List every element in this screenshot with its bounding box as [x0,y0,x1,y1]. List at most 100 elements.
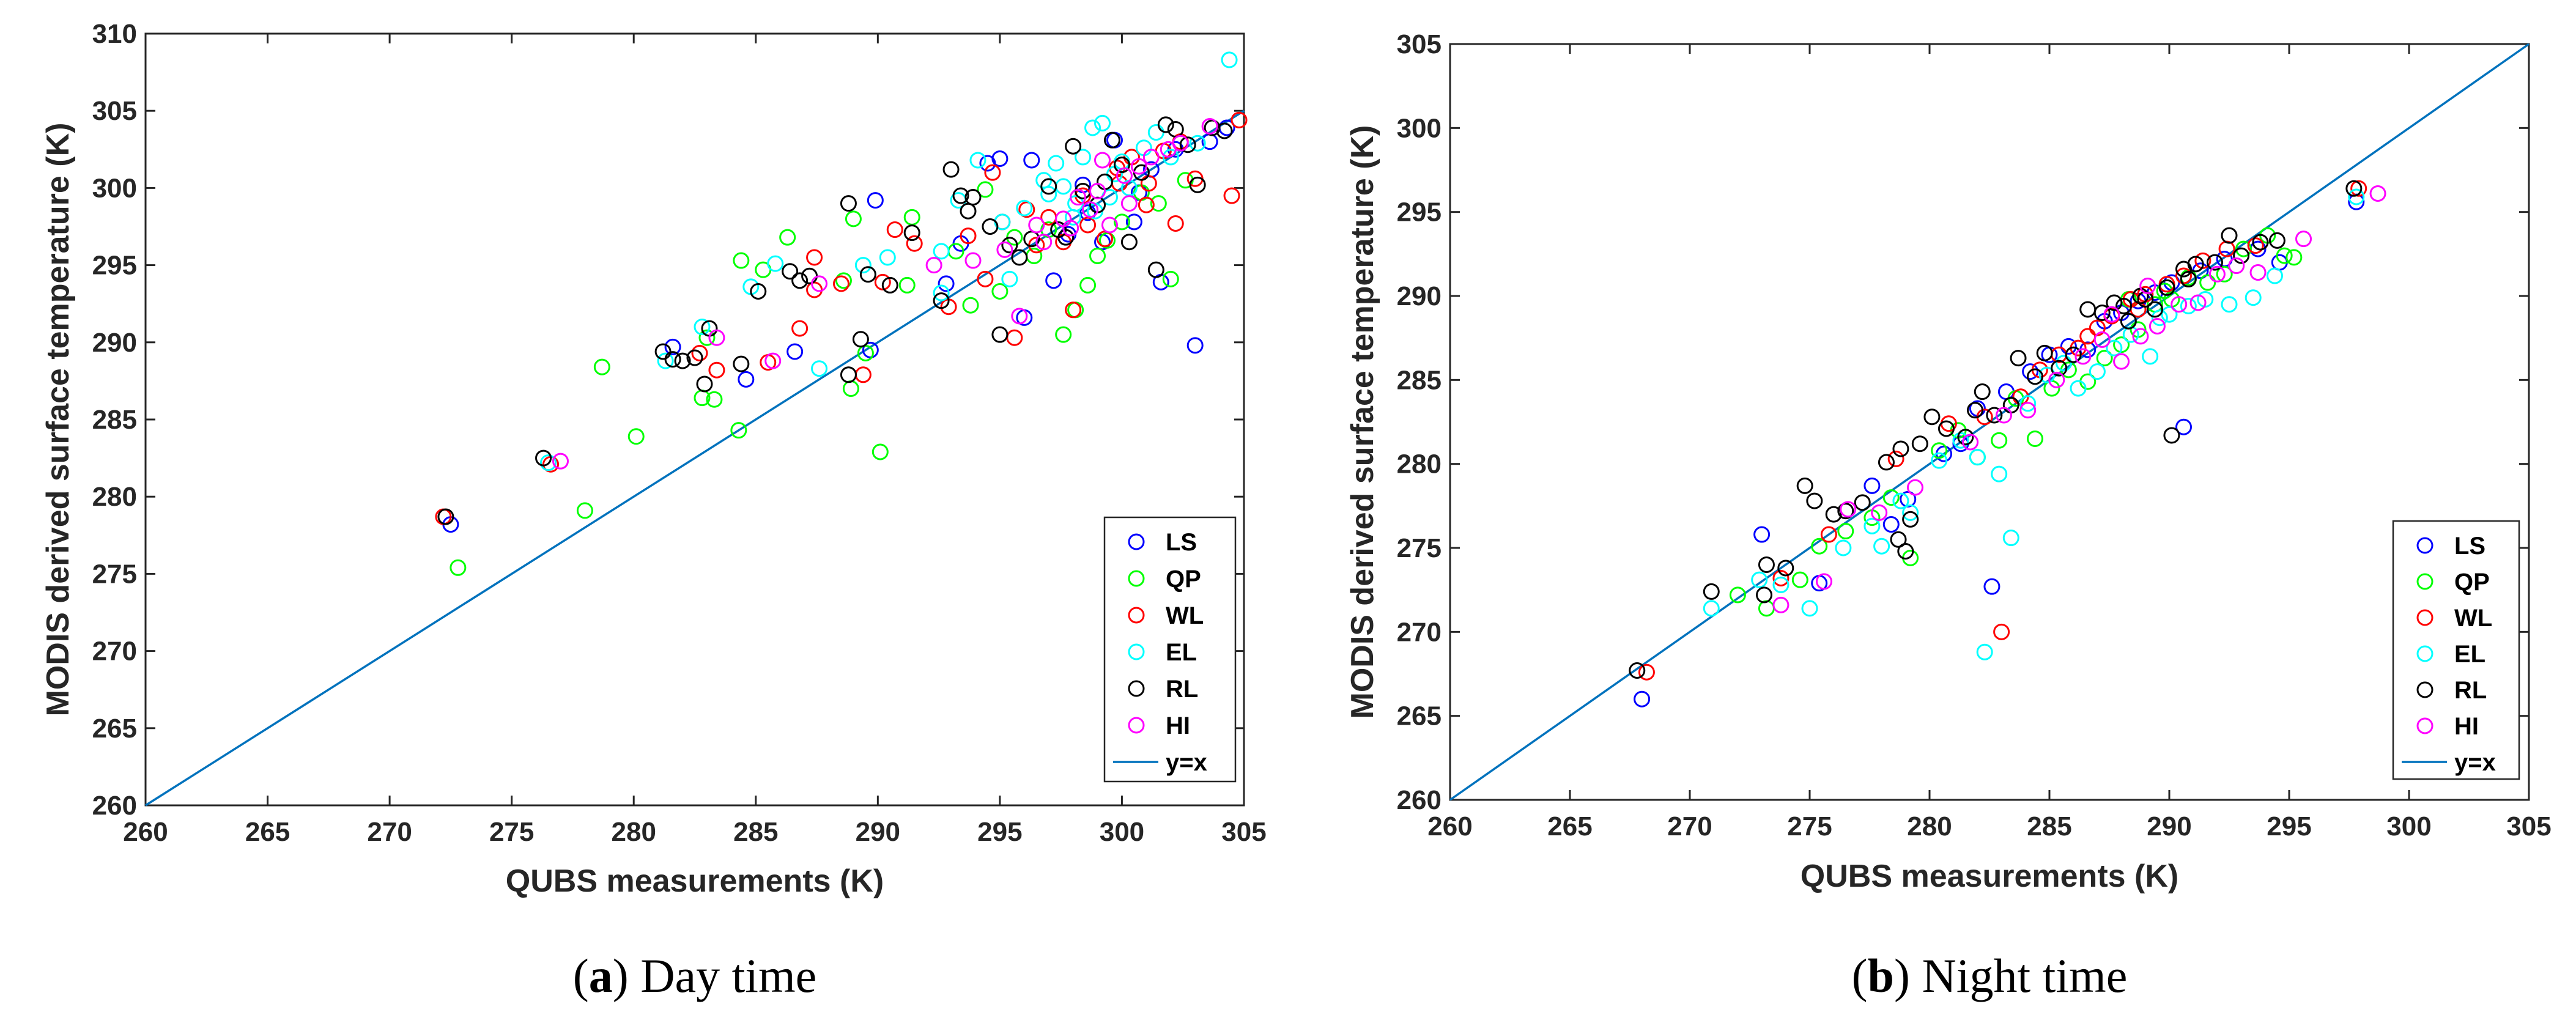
panel-a-point-qp [1113,213,1130,231]
panel-a-point-rl [1216,122,1233,139]
panel-a-point-qp [1055,326,1072,343]
panel-b-x-tick-label: 290 [2147,811,2191,841]
panel-a-point-wl [886,221,903,238]
panel-b-point-ls [1634,690,1651,708]
panel-a-x-tick-label: 295 [977,817,1022,847]
panel-a-point-rl [881,276,898,294]
panel-a-x-tick-label: 300 [1100,817,1144,847]
panel-a-point-hi [1172,135,1189,152]
panel-b-point-rl [2180,271,2197,288]
panel-a-point-rl [942,161,960,178]
panel-b-point-rl [1854,494,1871,511]
panel-a-legend-label: QP [1166,566,1201,593]
panel-b-legend-label: RL [2454,677,2487,704]
panel-b-point-rl [2065,346,2082,363]
panel-b-legend-marker-qp [2416,573,2434,590]
panel-a-legend-label: EL [1166,639,1197,666]
panel-b-point-wl [2350,180,2367,197]
panel-a-point-hi [1062,220,1079,237]
panel-b-x-tick-label: 300 [2386,811,2431,841]
panel-a-x-tick-label: 275 [489,817,534,847]
panel-a-point-wl [977,270,994,287]
panel-b-x-tick-label: 270 [1667,811,1712,841]
panel-b-point-wl [1887,450,1904,467]
panel-a-point-qp [898,276,916,294]
panel-b-point-hi [1962,434,1979,451]
panel-a-point-qp [977,181,994,198]
panel-a-point-rl [696,375,713,393]
panel-b-series-hi [1772,185,2386,613]
panel-b-legend-marker-hi [2416,717,2434,734]
panel-a-point-wl [906,235,923,252]
panel-a-point-el [1048,155,1065,172]
panel-a-x-tick-label: 305 [1221,817,1266,847]
panel-b-y-ticks: 260 265 270 275 280 285 290 295 300 305 [1397,29,2529,815]
panel-a-point-rl [840,195,857,212]
panel-a-y-tick-label: 275 [92,559,137,589]
panel-a-point-rl [686,349,703,366]
panel-b-legend-marker-rl [2416,681,2434,698]
panel-b-legend-marker-el [2416,645,2434,662]
panel-a-point-rl [1057,229,1075,246]
panel-b-x-tick-label: 265 [1547,811,1592,841]
panel-a-point-hi [1116,167,1133,184]
panel-a-point-el [1040,185,1057,202]
panel-a-point-hi [925,257,942,274]
panel-b-point-rl [1974,383,1991,401]
panel-a-caption: (a) Day time [573,949,817,1002]
panel-b-point-qp [1837,523,1854,540]
panel-a-legend-marker-wl [1128,607,1145,624]
panel-a-x-tick-label: 280 [612,817,656,847]
panel-b-point-rl [2093,304,2111,321]
panel-a-point-rl [859,266,876,283]
panel-a-legend-marker-rl [1128,680,1145,697]
panel-b-point-qp [2199,274,2216,291]
panel-b-series-el [1703,188,2365,660]
panel-a-point-hi [1035,234,1053,251]
panel-b-point-el [2002,530,2019,547]
panel-b-y-tick-label: 270 [1397,617,1442,647]
panel-b-point-el [1873,538,1890,555]
panel-a-point-el [657,352,674,369]
panel-a-point-el [1094,114,1111,131]
panel-a-point-rl [1204,119,1221,136]
panel-a-y-tick-label: 260 [92,791,137,821]
panel-b-point-hi [2189,294,2207,311]
panel-b-x-ticks: 260 265 270 275 280 285 290 295 300 305 [1427,44,2552,841]
panel-a-point-qp [991,283,1009,300]
panel-a-y-tick-label: 295 [92,251,137,281]
panel-a-point-ls [1186,337,1204,354]
panel-a-point-ls [664,338,681,355]
panel-b-point-rl [1890,531,1907,548]
panel-b-point-ls [1753,526,1771,543]
panel-b-point-rl [1703,583,1720,600]
panel-b-point-el [2142,348,2159,365]
panel-b-legend-label: WL [2454,605,2492,632]
panel-b-point-wl [1638,663,1655,681]
panel-b-point-rl [2221,227,2238,244]
panel-b-point-rl [2115,297,2133,314]
panel-a-point-hi [1201,117,1218,135]
panel-a-point-el [969,152,986,169]
panel-a-point-el [933,243,950,260]
panel-b-point-el [1801,600,1818,617]
panel-b-point-ls [2060,338,2077,355]
panel-a-y-tick-label: 300 [92,173,137,203]
panel-b-series-qp [1729,227,2303,617]
panel-a-point-el [879,249,896,266]
panel-a-point-el [1016,199,1033,216]
panel-b-plot [1449,43,2530,801]
panel-b: 260 265 270 275 280 285 290 295 300 305 260 265 270… [1345,29,2552,1002]
panel-b-point-qp [1991,432,2008,449]
panel-b-point-hi [2139,278,2156,295]
panel-b-point-qp [2026,430,2043,447]
panel-a-point-ls [867,192,884,209]
panel-a-y-tick-label: 285 [92,405,137,435]
panel-a-y-tick-label: 280 [92,482,137,512]
panel-a-point-rl [964,189,982,206]
panel-a-legend: LS QP WL EL RL HI y=x [1103,516,1237,783]
panel-b-point-rl [1825,506,1842,523]
panel-a-point-rl [1157,116,1174,133]
panel-b-point-rl [2051,360,2068,377]
panel-a-point-el [1084,119,1101,136]
